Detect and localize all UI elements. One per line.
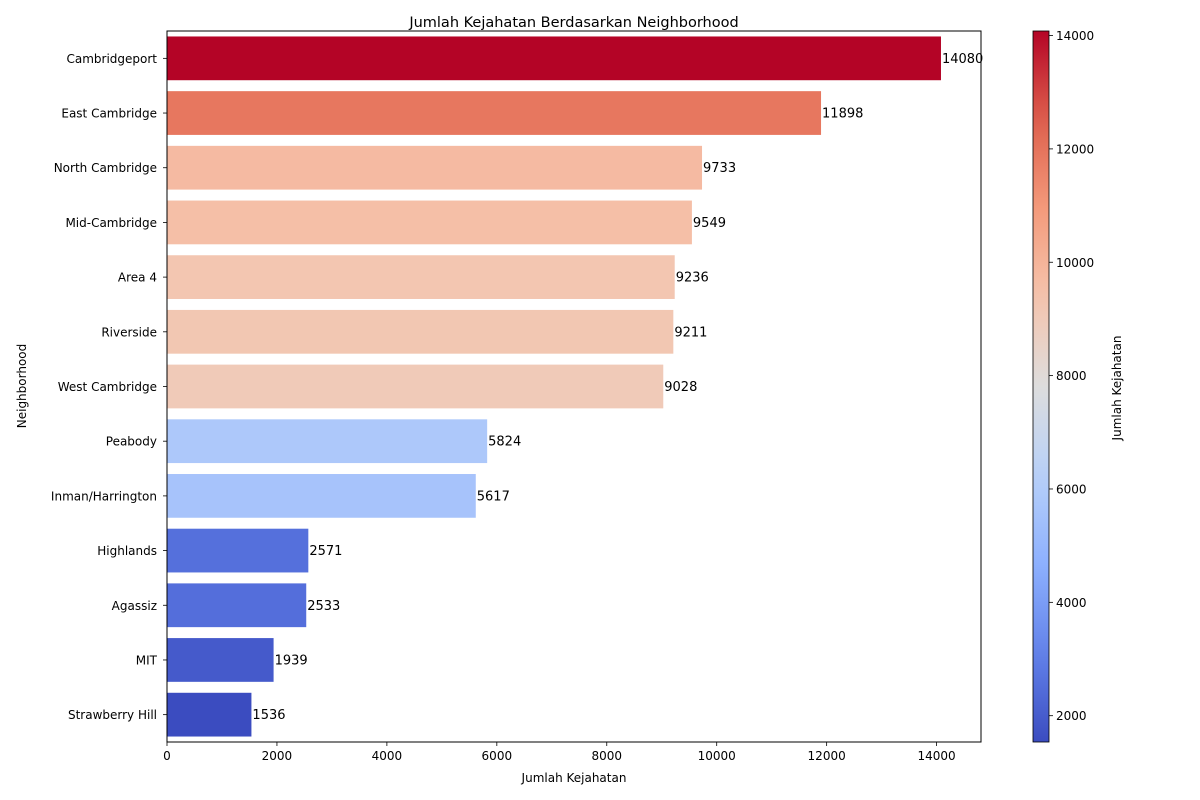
bar bbox=[167, 528, 309, 573]
bar-value-label: 9549 bbox=[693, 216, 726, 231]
bar-value-label: 5617 bbox=[477, 489, 510, 504]
bar-value-label: 9028 bbox=[664, 380, 697, 395]
bar-value-label: 1536 bbox=[252, 708, 285, 723]
colorbar-tick-label: 2000 bbox=[1056, 709, 1087, 723]
y-tick-label: Strawberry Hill bbox=[68, 708, 157, 722]
colorbar-tick-label: 12000 bbox=[1056, 142, 1094, 156]
axes-layer: Cambridgeport East Cambridge North Cambrid… bbox=[51, 52, 956, 763]
bar bbox=[167, 145, 703, 190]
bar bbox=[167, 364, 664, 409]
bar bbox=[167, 36, 941, 81]
y-tick-label: Cambridgeport bbox=[66, 52, 157, 66]
colorbar-tick-label: 4000 bbox=[1056, 596, 1087, 610]
bar-value-label: 14080 bbox=[942, 52, 983, 67]
x-tick-label: 14000 bbox=[917, 749, 955, 763]
bar-value-label: 1939 bbox=[275, 653, 308, 668]
x-tick-label: 0 bbox=[163, 749, 171, 763]
x-tick-label: 10000 bbox=[698, 749, 736, 763]
y-axis-label: Neighborhood bbox=[15, 344, 29, 429]
x-tick-label: 12000 bbox=[808, 749, 846, 763]
y-tick-label: Mid-Cambridge bbox=[65, 216, 157, 230]
colorbar-tick-label: 8000 bbox=[1056, 369, 1087, 383]
y-tick-label: MIT bbox=[136, 653, 158, 667]
y-tick-label: Peabody bbox=[106, 435, 157, 449]
y-tick-label: Riverside bbox=[101, 325, 157, 339]
y-tick-label: North Cambridge bbox=[54, 161, 157, 175]
y-tick-label: West Cambridge bbox=[58, 380, 157, 394]
x-tick-label: 4000 bbox=[372, 749, 403, 763]
bar-value-label: 11898 bbox=[822, 107, 863, 122]
bar bbox=[167, 638, 274, 682]
bar-value-label: 5824 bbox=[488, 435, 521, 450]
y-tick-label: Agassiz bbox=[112, 599, 157, 613]
y-tick-label: Area 4 bbox=[118, 271, 157, 285]
x-tick-label: 2000 bbox=[262, 749, 293, 763]
y-tick-label: Inman/Harrington bbox=[51, 489, 157, 503]
chart-title: Jumlah Kejahatan Berdasarkan Neighborhoo… bbox=[408, 15, 738, 31]
colorbar: 2000 4000 6000 8000 10000 12000 14000 bbox=[1032, 29, 1094, 743]
colorbar-tick-label: 6000 bbox=[1056, 482, 1087, 496]
bar bbox=[167, 255, 675, 299]
bar-value-label: 9236 bbox=[676, 271, 709, 286]
bars-layer: 14080 11898 9733 9549 9236 9211 9028 5824 5617 25… bbox=[167, 36, 983, 737]
y-tick-label: Highlands bbox=[97, 544, 157, 558]
x-tick-label: 6000 bbox=[482, 749, 513, 763]
bar bbox=[167, 692, 252, 737]
bar bbox=[167, 309, 674, 354]
bar-value-label: 9733 bbox=[703, 161, 736, 176]
bar bbox=[167, 200, 692, 245]
colorbar-tick-label: 10000 bbox=[1056, 256, 1094, 270]
bar bbox=[167, 583, 307, 628]
bar-value-label: 2571 bbox=[309, 544, 342, 559]
bar bbox=[167, 91, 822, 135]
colorbar-tick-label: 14000 bbox=[1056, 29, 1094, 43]
bar-value-label: 2533 bbox=[307, 599, 340, 614]
bar-value-label: 9211 bbox=[674, 325, 707, 340]
y-tick-label: East Cambridge bbox=[61, 107, 157, 121]
x-tick-label: 8000 bbox=[591, 749, 622, 763]
x-axis-label: Jumlah Kejahatan bbox=[521, 771, 627, 785]
bar bbox=[167, 474, 476, 518]
bar bbox=[167, 419, 488, 464]
colorbar-label: Jumlah Kejahatan bbox=[1110, 336, 1124, 442]
colorbar-gradient bbox=[1032, 30, 1050, 743]
